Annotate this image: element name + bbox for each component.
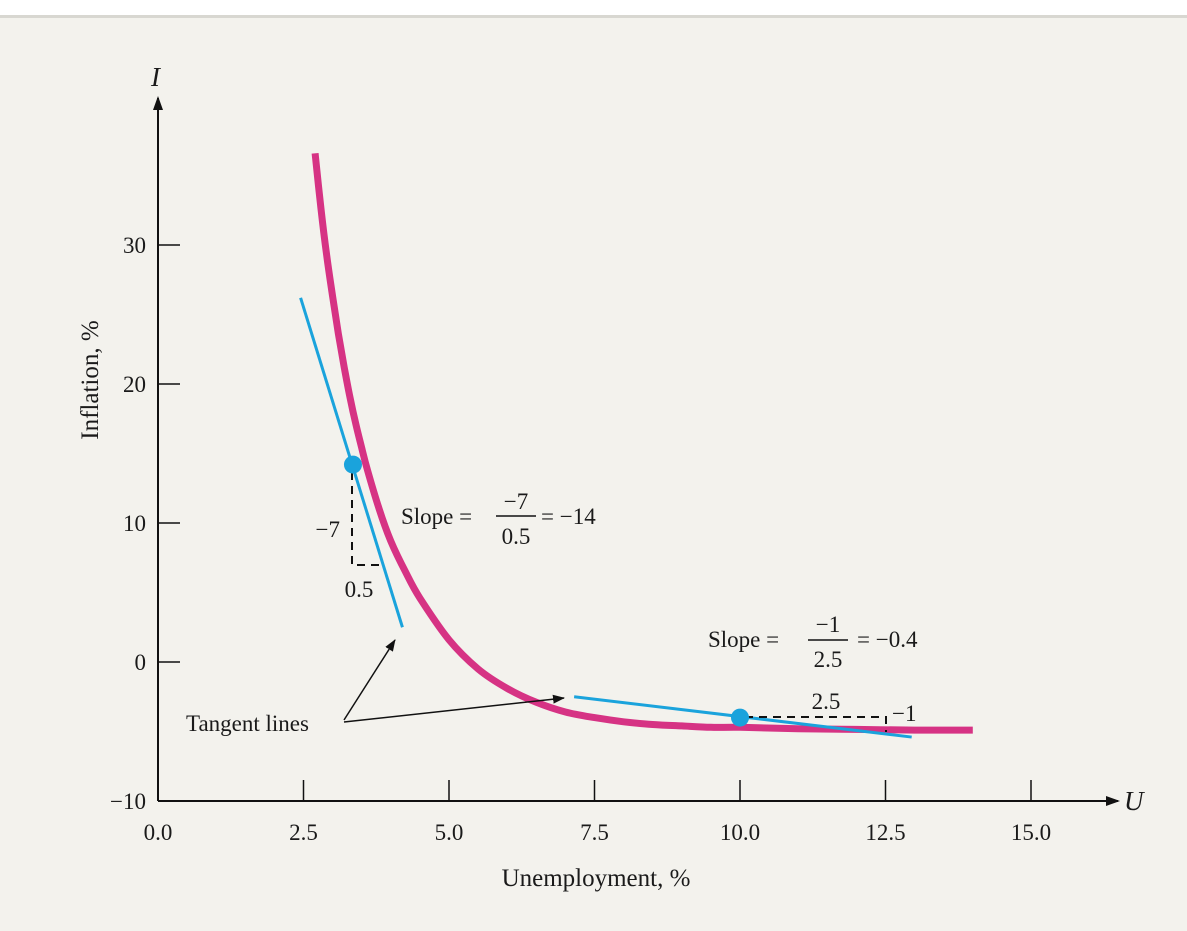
rise-label-1: −7 bbox=[316, 517, 340, 542]
callout-arrow-2 bbox=[343, 694, 565, 723]
y-ticks: −10 0 10 20 30 bbox=[110, 233, 180, 814]
slope-denominator-2: 2.5 bbox=[814, 647, 843, 672]
slope-word-1: Slope = bbox=[401, 504, 472, 529]
y-tick-label: 20 bbox=[123, 372, 146, 397]
x-tick-label: 10.0 bbox=[720, 820, 760, 845]
y-axis-letter: I bbox=[150, 62, 162, 92]
phillips-curve bbox=[311, 152, 973, 734]
slope-numerator-1: −7 bbox=[504, 489, 528, 514]
rise-label-2: −1 bbox=[892, 701, 916, 726]
slope-formula-1: Slope = −7 0.5 = −14 bbox=[401, 489, 596, 549]
run-label-1: 0.5 bbox=[345, 577, 374, 602]
slope-formula-2: Slope = −1 2.5 = −0.4 bbox=[708, 612, 918, 672]
slope-denominator-1: 0.5 bbox=[502, 524, 531, 549]
slope-triangle-1 bbox=[351, 472, 381, 566]
y-tick-label: 10 bbox=[123, 511, 146, 536]
y-tick-label: 0 bbox=[135, 650, 147, 675]
slope-numerator-2: −1 bbox=[816, 612, 840, 637]
run-label-2: 2.5 bbox=[812, 689, 841, 714]
y-tick-label: 30 bbox=[123, 233, 146, 258]
tangent-lines-callout: Tangent lines bbox=[186, 639, 565, 736]
tangent-point-2 bbox=[731, 708, 749, 727]
slope-word-2: Slope = bbox=[708, 627, 779, 652]
callout-arrow-1 bbox=[343, 639, 396, 721]
x-tick-label: 0.0 bbox=[144, 820, 173, 845]
x-axis-title: Unemployment, % bbox=[502, 865, 691, 892]
x-tick-label: 7.5 bbox=[580, 820, 609, 845]
x-tick-label: 15.0 bbox=[1011, 820, 1051, 845]
y-tick-label: −10 bbox=[110, 789, 146, 814]
x-tick-label: 2.5 bbox=[289, 820, 318, 845]
x-ticks: 0.0 2.5 5.0 7.5 10.0 12.5 15.0 bbox=[144, 780, 1051, 845]
slope-result-2: = −0.4 bbox=[857, 627, 918, 652]
slope-triangle-2 bbox=[745, 716, 887, 732]
x-tick-label: 12.5 bbox=[865, 820, 905, 845]
slope-result-1: = −14 bbox=[541, 504, 596, 529]
axes: U I Unemployment, % Inflation, % bbox=[77, 62, 1145, 892]
y-axis-title: Inflation, % bbox=[77, 320, 104, 439]
tangent-point-1 bbox=[343, 455, 362, 474]
x-tick-label: 5.0 bbox=[435, 820, 464, 845]
top-bar bbox=[0, 0, 1187, 18]
callout-label: Tangent lines bbox=[186, 711, 309, 736]
x-axis-letter: U bbox=[1124, 786, 1145, 816]
